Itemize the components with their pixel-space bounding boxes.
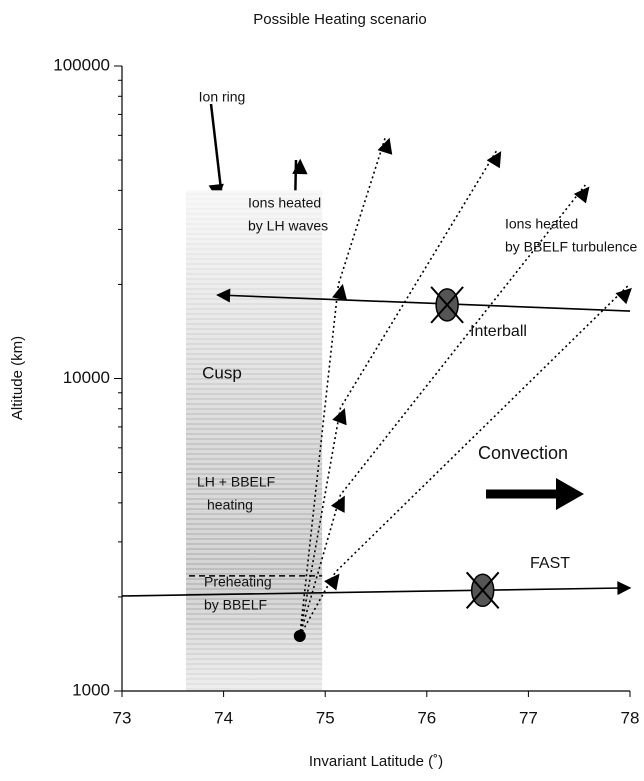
annotation: LH + BBELF [197,474,275,490]
annotation: by BBELF turbulence [505,239,638,255]
annotation: by LH waves [248,218,328,234]
y-axis-label: Altitude (km) [9,336,26,420]
x-tick-label: 77 [519,708,538,727]
cusp-stripes [186,190,323,691]
satellite-cross [430,286,464,324]
cusp-label: Cusp [202,363,242,382]
x-tick-label: 74 [214,708,233,727]
y-tick-label: 100000 [53,55,110,74]
chart-title: Possible Heating scenario [253,11,426,28]
y-tick-label: 1000 [72,680,110,699]
ion-ring-arrow [208,103,224,200]
x-tick-label: 75 [316,708,335,727]
annotation: Ion ring [199,89,246,105]
x-tick-label: 73 [113,708,132,727]
annotation: Convection [478,443,568,463]
annotation: by BBELF [204,597,267,613]
annotation: Ions heated [248,195,321,211]
annotation: heating [207,497,253,513]
satellite-label: FAST [530,555,570,572]
ion-trajectory [299,285,632,637]
annotation: Preheating [204,574,272,590]
convection-arrow-head [556,478,584,510]
y-tick-label: 10000 [63,368,110,387]
annotation: Ions heated [505,216,578,232]
x-tick-label: 78 [621,708,640,727]
ion-trajectory [299,149,502,637]
x-tick-label: 76 [417,708,436,727]
x-axis-label: Invariant Latitude (˚) [309,753,443,770]
source-point [293,629,306,642]
satellite-label: Interball [470,323,527,340]
satellite-cross [465,571,500,609]
